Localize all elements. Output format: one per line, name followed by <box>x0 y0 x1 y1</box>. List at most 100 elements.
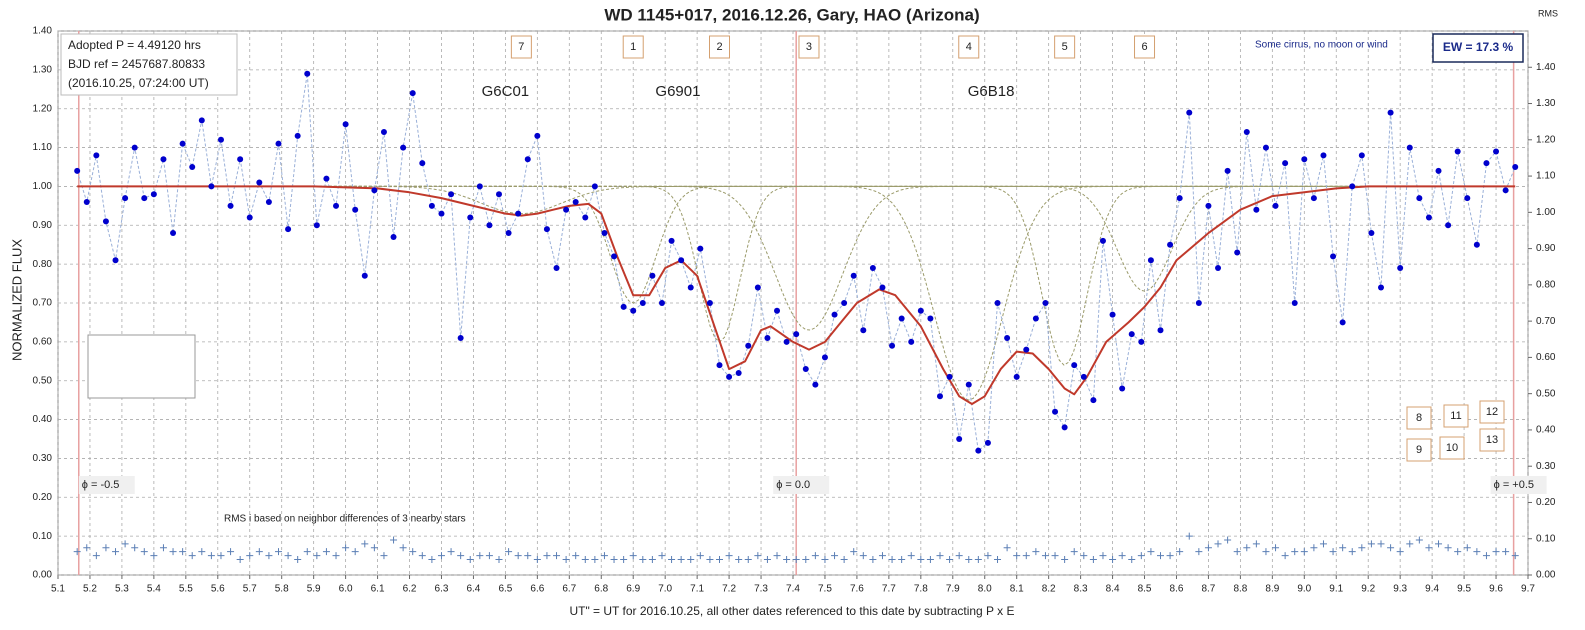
se-point <box>275 548 282 556</box>
data-point <box>668 237 675 244</box>
data-point <box>1119 385 1126 392</box>
data-point <box>1090 397 1097 404</box>
component-box <box>1054 35 1076 59</box>
data-point <box>1176 195 1183 202</box>
se-point <box>572 552 580 560</box>
x-tick-label: 5.3 <box>115 584 129 595</box>
x-tick-label: 7.9 <box>946 584 960 595</box>
data-point <box>898 315 905 322</box>
se-point <box>370 544 378 552</box>
data-point <box>706 300 713 306</box>
plot-area: 5.1 5.2 5.3 5.4 5.5 5.6 5.7 5.8 5.9 6.0 6.1 6.2 6.3 6… <box>33 26 1556 595</box>
data-point <box>956 436 963 442</box>
se-point <box>859 552 867 560</box>
y-tick-label: 0.90 <box>33 220 53 231</box>
se-point <box>1128 555 1136 563</box>
data-point <box>112 257 119 264</box>
component-label: 3 <box>806 41 812 53</box>
x-tick-label: 5.2 <box>83 584 97 595</box>
y2-tick-label: 0.40 <box>1536 425 1556 436</box>
data-point <box>1109 311 1116 318</box>
data-point <box>860 327 867 334</box>
se-point <box>390 536 398 544</box>
data-point <box>1061 424 1068 431</box>
x-tick-label: 8.3 <box>1074 584 1088 595</box>
data-point <box>380 129 387 136</box>
se-point <box>409 548 417 556</box>
data-point <box>1042 300 1049 306</box>
y2-tick-label: 0.80 <box>1536 280 1556 291</box>
info-text: BJD ref = 2457687.80833 <box>68 57 205 71</box>
y-tick-label: 0.40 <box>33 414 53 425</box>
data-point <box>754 284 761 291</box>
se-point <box>1252 540 1260 548</box>
se-point <box>1291 548 1299 556</box>
y-tick-label: 1.10 <box>33 142 53 153</box>
y2-tick-label: 1.10 <box>1536 171 1556 182</box>
data-point <box>1205 202 1212 209</box>
info-text: (2016.10.25, 07:24:00 UT) <box>68 76 209 90</box>
data-point <box>1272 202 1279 209</box>
data-point <box>428 202 435 209</box>
se-point <box>399 544 407 552</box>
data-point <box>189 164 196 170</box>
x-tick-label: 5.6 <box>211 584 225 595</box>
se-point <box>1080 552 1088 560</box>
se-point <box>1444 544 1452 552</box>
data-point <box>1234 249 1241 256</box>
se-point <box>955 552 963 560</box>
number-label: 12 <box>1486 406 1498 418</box>
info-box <box>60 33 238 96</box>
se-point <box>92 552 100 560</box>
data-point <box>1512 164 1519 170</box>
data-point <box>1099 237 1106 244</box>
number-label: 9 <box>1416 444 1422 456</box>
se-point <box>1482 552 1490 560</box>
se-point <box>716 555 723 563</box>
se-point <box>505 548 513 556</box>
data-point <box>821 354 828 361</box>
se-point <box>1272 544 1280 552</box>
se-point <box>1348 548 1356 556</box>
data-point <box>438 210 445 217</box>
se-point <box>1041 552 1049 560</box>
number-box <box>1443 404 1469 428</box>
se-point <box>1425 544 1433 552</box>
se-point <box>1089 555 1097 563</box>
se-point <box>1118 552 1126 560</box>
data-point <box>1445 222 1452 229</box>
data-point <box>179 140 186 147</box>
ew-box <box>1432 33 1524 63</box>
data-point <box>1013 373 1020 380</box>
y2-tick-label: 0.50 <box>1536 388 1556 399</box>
data-point <box>591 183 598 190</box>
y-tick-label: 0.80 <box>33 259 53 270</box>
data-point <box>716 362 723 369</box>
data-point <box>1004 334 1011 341</box>
data-point <box>1301 156 1308 163</box>
data-point <box>620 303 627 310</box>
y2-tick-label: 1.20 <box>1536 134 1556 145</box>
x-tick-label: 7.0 <box>658 584 672 595</box>
y2-tick-label: 0.30 <box>1536 461 1556 472</box>
x-tick-label: 9.0 <box>1297 584 1311 595</box>
se-point <box>255 548 263 556</box>
se-point <box>1473 548 1481 556</box>
se-point <box>946 555 954 563</box>
se-point <box>878 552 886 560</box>
data-point <box>611 253 618 260</box>
x-tick-label: 6.5 <box>498 584 512 595</box>
data-point <box>170 230 177 237</box>
data-point <box>1320 152 1327 159</box>
y2-tick-label: 0.90 <box>1536 243 1556 254</box>
se-point <box>361 540 369 548</box>
data-point <box>198 117 205 124</box>
x-tick-label: 7.7 <box>882 584 896 595</box>
se-point <box>744 555 752 563</box>
data-point <box>150 191 157 198</box>
phase-label: ϕ = +0.5 <box>1494 479 1534 491</box>
y2-tick-label: 0.10 <box>1536 533 1556 544</box>
phase-label-bg <box>773 476 830 494</box>
se-point <box>773 552 781 560</box>
